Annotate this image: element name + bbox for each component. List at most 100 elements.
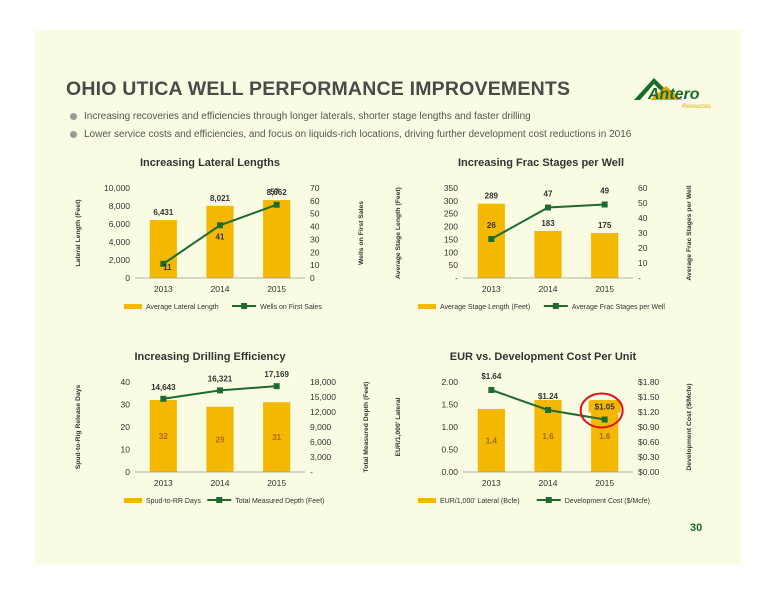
legend-label: Average Stage Length (Feet)	[440, 304, 530, 311]
y2-axis-label: Development Cost ($/Mcfe)	[686, 383, 693, 470]
y-tick-label: 0	[125, 467, 130, 477]
legend-label: Development Cost ($/Mcfe)	[565, 498, 650, 505]
y2-tick-label: 60	[638, 183, 648, 193]
y-tick-label: 0	[125, 273, 130, 283]
y2-tick-label: 6,000	[310, 437, 332, 447]
line-point	[217, 387, 223, 394]
y-tick-label: 2,000	[109, 255, 131, 265]
line-point	[545, 407, 551, 413]
bullet-item: Lower service costs and efficiencies, an…	[70, 128, 631, 146]
bar	[206, 205, 234, 278]
y-tick-label: 20	[121, 422, 131, 432]
line-data-label: $1.05	[595, 403, 616, 412]
bar	[263, 200, 291, 278]
y2-tick-label: 20	[310, 247, 320, 257]
bar-data-label: 31	[272, 433, 281, 442]
y-tick-label: 300	[444, 196, 458, 206]
y-tick-label: 10,000	[104, 183, 130, 193]
y-tick-label: 40	[121, 377, 131, 387]
y2-tick-label: 10	[638, 258, 648, 268]
y-axis-label: Average Stage Length (Feet)	[395, 187, 402, 279]
y2-tick-label: 30	[310, 234, 320, 244]
x-tick-label: 2015	[595, 284, 614, 294]
y2-tick-label: 40	[638, 213, 648, 223]
y2-tick-label: 10	[310, 260, 320, 270]
y2-tick-label: 50	[638, 198, 648, 208]
x-tick-label: 2015	[595, 478, 614, 488]
legend-label: Spud-to-RR Days	[146, 498, 201, 505]
y2-tick-label: 3,000	[310, 452, 332, 462]
chart-eur-vs-cost: EUR vs. Development Cost Per Unit 0.00 0.5…	[395, 351, 693, 505]
x-tick-label: 2015	[267, 478, 286, 488]
page-number: 30	[690, 522, 703, 534]
x-tick-label: 2013	[154, 284, 173, 294]
bullet-item: Increasing recoveries and efficiencies t…	[70, 110, 631, 128]
y2-tick-label: 0	[310, 273, 315, 283]
line-point	[273, 383, 280, 390]
y-tick-label: 30	[121, 400, 131, 410]
chart-frac-stages: Increasing Frac Stages per Well - 50 100 150…	[395, 157, 693, 311]
x-tick-label: 2013	[482, 284, 501, 294]
legend-label: Average Frac Stages per Well	[572, 304, 666, 311]
line-data-label: 41	[216, 232, 225, 241]
chart-drilling-efficiency: Increasing Drilling Efficiency 0 10 20 30 40 -…	[75, 351, 370, 505]
y2-tick-label: 18,000	[310, 377, 336, 387]
y-tick-label: 200	[444, 222, 458, 232]
y2-tick-label: $1.50	[638, 392, 660, 402]
bar-data-label: 1.6	[599, 432, 611, 441]
y-axis-label: Spud-to-Rig Release Days	[75, 384, 82, 469]
y2-tick-label: 9,000	[310, 422, 332, 432]
legend-swatch-bar	[418, 498, 436, 503]
line-point	[217, 222, 223, 229]
y-tick-label: 250	[444, 209, 458, 219]
logo-text: Antero	[648, 86, 700, 103]
chart-title: EUR vs. Development Cost Per Unit	[450, 351, 637, 363]
y-axis-label: Lateral Length (Feet)	[75, 199, 82, 266]
bar	[477, 409, 505, 472]
y2-tick-label: 60	[310, 196, 320, 206]
bar-data-label: 183	[541, 219, 555, 228]
y2-tick-label: 15,000	[310, 392, 336, 402]
line-point	[488, 236, 495, 242]
x-tick-label: 2014	[211, 284, 230, 294]
y2-axis-label: Average Frac Stages per Well	[686, 185, 693, 280]
chart-title: Increasing Lateral Lengths	[140, 157, 280, 169]
chart-title: Increasing Drilling Efficiency	[135, 351, 287, 363]
highlight-label-background	[588, 400, 621, 413]
legend-swatch-bar	[124, 304, 142, 309]
y-tick-label: 50	[449, 260, 459, 270]
chart-title: Increasing Frac Stages per Well	[458, 157, 624, 169]
y2-tick-label: $0.90	[638, 422, 660, 432]
legend-swatch-bar	[418, 304, 436, 309]
slide-background	[35, 30, 741, 564]
bullet-list: Increasing recoveries and efficiencies t…	[70, 110, 631, 146]
x-tick-label: 2014	[211, 478, 230, 488]
bar	[263, 402, 291, 472]
bullet-dot-icon	[70, 131, 77, 138]
y2-axis-label: Wells on First Sales	[358, 201, 365, 265]
line-point	[273, 201, 280, 208]
antero-logo: Antero Resources	[628, 72, 718, 116]
y-tick-label: 0.50	[441, 445, 458, 455]
bar-data-label: 6,431	[153, 208, 174, 217]
line-data-label: 14,643	[151, 383, 176, 392]
legend-label: Wells on First Sales	[260, 304, 322, 311]
x-tick-label: 2015	[267, 284, 286, 294]
line-data-label: 16,321	[208, 374, 233, 383]
line-data-label: 26	[487, 221, 496, 230]
y-tick-label: 6,000	[109, 219, 131, 229]
y2-axis-label: Total Measured Depth (Feet)	[363, 382, 370, 473]
line-point	[601, 416, 608, 423]
y2-tick-label: $0.30	[638, 452, 660, 462]
legend-swatch-marker	[545, 497, 552, 503]
y2-tick-label: 12,000	[310, 407, 336, 417]
line-data-label: 57	[270, 188, 279, 197]
y2-tick-label: $0.00	[638, 467, 660, 477]
y2-tick-label: -	[638, 273, 641, 283]
chart-lateral-lengths: Increasing Lateral Lengths 0 2,000 4,000 6,0…	[75, 157, 365, 311]
bar-data-label: 1.6	[542, 432, 554, 441]
y-tick-label: 1.50	[441, 400, 458, 410]
y-tick-label: 10	[121, 445, 131, 455]
line-data-label: 47	[544, 190, 553, 199]
bar	[591, 233, 619, 278]
